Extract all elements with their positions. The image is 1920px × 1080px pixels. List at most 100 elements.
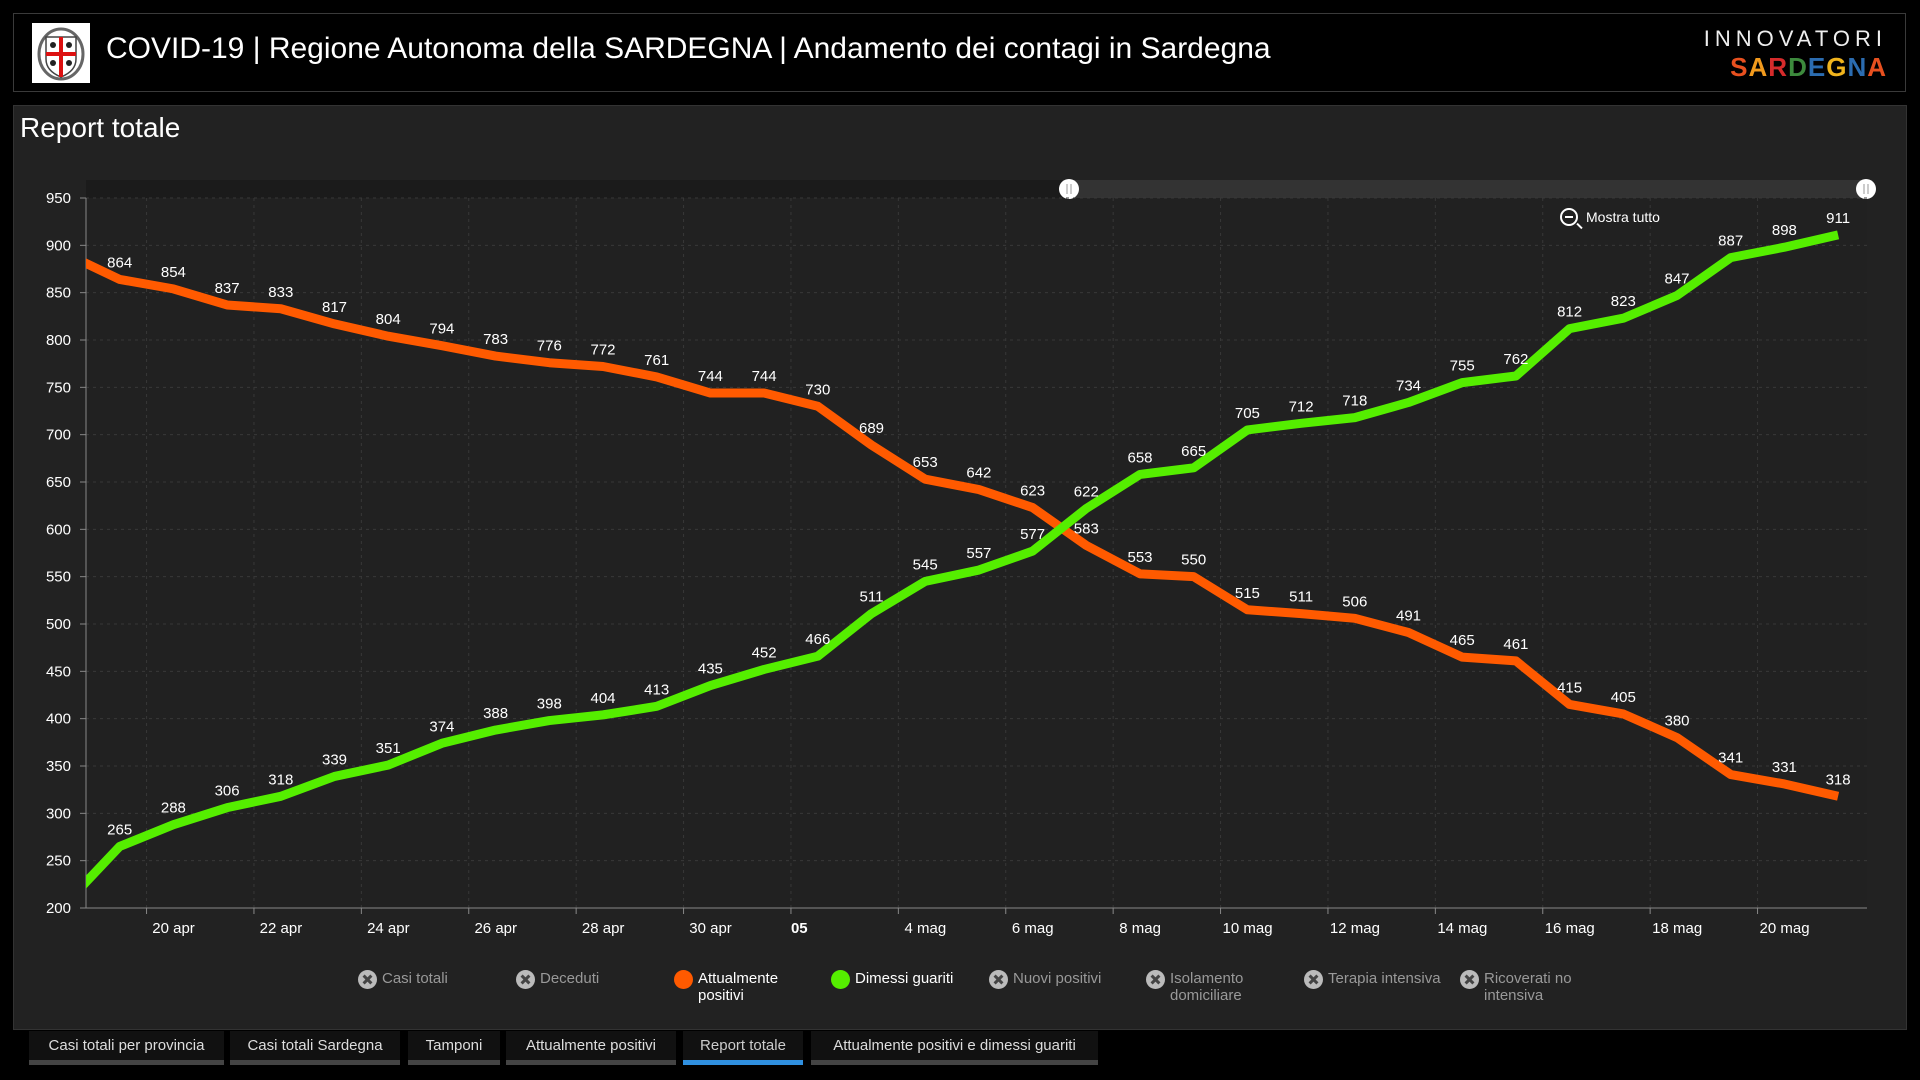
data-label: 804 <box>376 311 401 328</box>
data-label: 351 <box>376 740 401 757</box>
brand-letter: S <box>1730 52 1749 82</box>
legend-item[interactable]: Isolamento domiciliare <box>1146 970 1270 1004</box>
tab-casi-totali-sardegna[interactable]: Casi totali Sardegna <box>230 1031 400 1065</box>
data-label: 491 <box>1396 608 1421 625</box>
data-label: 577 <box>1020 526 1045 543</box>
data-label: 466 <box>805 631 830 648</box>
data-label: 653 <box>913 454 938 471</box>
data-label: 689 <box>859 420 884 437</box>
x-tick-label: 20 apr <box>152 920 195 937</box>
tab-attualmente-positivi-e-dimessi-guariti[interactable]: Attualmente positivi e dimessi guariti <box>811 1031 1098 1065</box>
panel-title: Report totale <box>20 112 181 143</box>
range-handle-left[interactable] <box>1059 179 1079 199</box>
x-tick-label: 6 mag <box>1012 920 1054 937</box>
legend-label: Dimessi guariti <box>855 970 954 987</box>
data-label: 288 <box>161 800 186 817</box>
app-title: COVID-19 | Regione Autonoma della SARDEG… <box>106 32 1271 65</box>
legend-label: Terapia intensiva <box>1328 970 1441 987</box>
legend-hidden-x-icon <box>989 970 1008 989</box>
range-handle-right[interactable] <box>1856 179 1876 199</box>
data-label: 435 <box>698 661 723 678</box>
x-tick-label: 12 mag <box>1330 920 1380 937</box>
data-label: 306 <box>215 783 240 800</box>
tab-attualmente-positivi[interactable]: Attualmente positivi <box>506 1031 676 1065</box>
legend-item[interactable]: Casi totali <box>358 970 448 989</box>
range-scrollbar-selection[interactable] <box>1069 180 1867 198</box>
data-label: 398 <box>537 696 562 713</box>
data-label: 772 <box>590 342 615 359</box>
region-coat-of-arms-logo <box>32 23 90 83</box>
legend-hidden-x-icon <box>1460 970 1479 989</box>
x-tick-label: 10 mag <box>1223 920 1273 937</box>
data-label: 331 <box>1772 759 1797 776</box>
data-label: 545 <box>913 556 938 573</box>
data-label: 553 <box>1127 549 1152 566</box>
x-tick-label: 14 mag <box>1437 920 1487 937</box>
legend-item[interactable]: Dimessi guariti <box>831 970 953 989</box>
y-tick-label: 450 <box>46 663 71 680</box>
x-tick-label: 18 mag <box>1652 920 1702 937</box>
legend-item[interactable]: Terapia intensiva <box>1304 970 1441 989</box>
x-tick-label: 4 mag <box>904 920 946 937</box>
tab-casi-totali-per-provincia[interactable]: Casi totali per provincia <box>29 1031 224 1065</box>
legend-item[interactable]: Deceduti <box>516 970 599 989</box>
brand-top-text: INNOVATORI <box>1703 26 1887 51</box>
y-tick-label: 700 <box>46 427 71 444</box>
data-label: 730 <box>805 381 830 398</box>
y-tick-label: 300 <box>46 805 71 822</box>
data-label: 318 <box>268 771 293 788</box>
show-all-zoom-button[interactable]: Mostra tutto <box>1560 208 1660 226</box>
data-label: 388 <box>483 705 508 722</box>
data-label: 583 <box>1074 520 1099 537</box>
y-tick-label: 850 <box>46 285 71 302</box>
tab-report-totale[interactable]: Report totale <box>683 1031 803 1065</box>
legend-item[interactable]: Attualmente positivi <box>674 970 798 1004</box>
data-label: 452 <box>752 644 777 661</box>
y-tick-label: 800 <box>46 332 71 349</box>
data-label: 887 <box>1718 233 1743 250</box>
brand-letter: A <box>1867 52 1887 82</box>
data-label: 374 <box>429 718 454 735</box>
legend-label: Nuovi positivi <box>1013 970 1102 987</box>
x-tick-label: 8 mag <box>1119 920 1161 937</box>
legend-label: Ricoverati no intensiva <box>1484 970 1572 1004</box>
y-tick-label: 950 <box>46 190 71 207</box>
tab-tamponi[interactable]: Tamponi <box>408 1031 500 1065</box>
x-tick-label: 22 apr <box>260 920 303 937</box>
y-tick-label: 200 <box>46 900 71 917</box>
data-label: 404 <box>590 690 615 707</box>
data-label: 415 <box>1557 679 1582 696</box>
data-label: 705 <box>1235 405 1260 422</box>
legend-label: Attualmente positivi <box>698 970 779 1004</box>
brand-letter: E <box>1807 52 1827 82</box>
legend-item[interactable]: Ricoverati no intensiva <box>1460 970 1584 1004</box>
x-tick-label: 26 apr <box>474 920 517 937</box>
data-label: 718 <box>1342 393 1367 410</box>
y-tick-label: 750 <box>46 379 71 396</box>
handle-circle <box>1059 179 1079 199</box>
x-tick-label: 05 <box>791 920 808 937</box>
data-label: 823 <box>1611 293 1636 310</box>
show-all-label: Mostra tutto <box>1586 209 1660 225</box>
data-label: 511 <box>1289 589 1313 606</box>
data-label: 339 <box>322 751 347 768</box>
data-label: 380 <box>1664 713 1689 730</box>
legend-hidden-x-icon <box>358 970 377 989</box>
data-label: 265 <box>107 821 132 838</box>
legend-marker-icon <box>674 970 693 989</box>
data-label: 515 <box>1235 585 1260 602</box>
data-label: 413 <box>644 681 669 698</box>
data-label: 812 <box>1557 304 1582 321</box>
data-label: 911 <box>1826 210 1850 227</box>
data-label: 465 <box>1450 632 1475 649</box>
data-label: 817 <box>322 299 347 316</box>
innovatori-sardegna-logo: INNOVATORI SARDEGNA <box>1704 26 1887 83</box>
x-tick-label: 28 apr <box>582 920 625 937</box>
plot-area <box>86 198 1867 908</box>
legend-label: Isolamento domiciliare <box>1170 970 1244 1004</box>
y-tick-label: 900 <box>46 237 71 254</box>
data-label: 642 <box>966 465 991 482</box>
legend-item[interactable]: Nuovi positivi <box>989 970 1101 989</box>
data-label: 511 <box>860 589 884 606</box>
